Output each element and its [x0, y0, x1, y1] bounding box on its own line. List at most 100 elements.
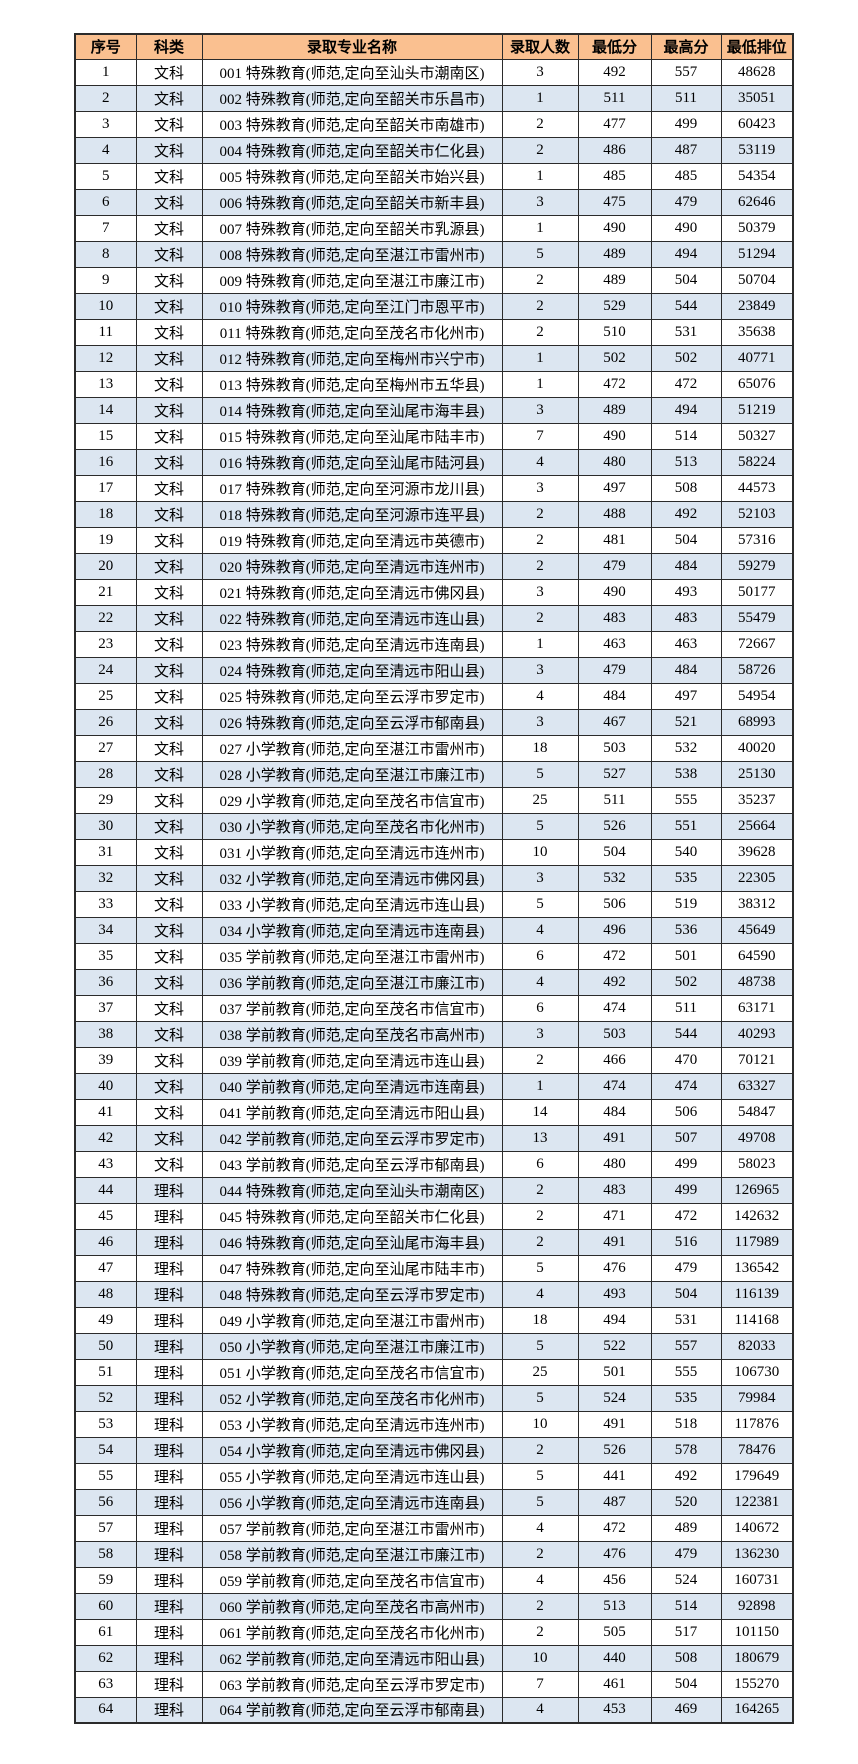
cell-max-score: 517 — [650, 1618, 722, 1646]
cell-major: 052 小学教育(师范,定向至茂名市化州市) — [201, 1384, 503, 1412]
table-row: 34 文科 034 小学教育(师范,定向至清远市连南县) 4 496 536 4… — [74, 916, 794, 944]
cell-min-rank: 180679 — [720, 1644, 794, 1672]
cell-min-score: 506 — [577, 890, 652, 918]
cell-min-score: 504 — [577, 838, 652, 866]
table-row: 40 文科 040 学前教育(师范,定向至清远市连南县) 1 474 474 6… — [74, 1072, 794, 1100]
cell-serial: 14 — [74, 396, 137, 424]
cell-min-score: 497 — [577, 474, 652, 502]
cell-serial: 2 — [74, 84, 137, 112]
cell-category: 文科 — [135, 630, 203, 658]
table-row: 10 文科 010 特殊教育(师范,定向至江门市恩平市) 2 529 544 2… — [74, 292, 794, 320]
cell-count: 4 — [501, 916, 579, 944]
cell-count: 5 — [501, 1254, 579, 1282]
cell-serial: 60 — [74, 1592, 137, 1620]
cell-max-score: 540 — [650, 838, 722, 866]
cell-serial: 45 — [74, 1202, 137, 1230]
cell-major: 017 特殊教育(师范,定向至河源市龙川县) — [201, 474, 503, 502]
cell-min-score: 490 — [577, 422, 652, 450]
cell-count: 3 — [501, 396, 579, 424]
cell-count: 2 — [501, 1176, 579, 1204]
table-row: 5 文科 005 特殊教育(师范,定向至韶关市始兴县) 1 485 485 54… — [74, 162, 794, 190]
cell-major: 022 特殊教育(师范,定向至清远市连山县) — [201, 604, 503, 632]
table-row: 31 文科 031 小学教育(师范,定向至清远市连州市) 10 504 540 … — [74, 838, 794, 866]
cell-serial: 46 — [74, 1228, 137, 1256]
table-row: 2 文科 002 特殊教育(师范,定向至韶关市乐昌市) 1 511 511 35… — [74, 84, 794, 112]
cell-max-score: 501 — [650, 942, 722, 970]
cell-serial: 18 — [74, 500, 137, 528]
cell-category: 文科 — [135, 1020, 203, 1048]
cell-count: 5 — [501, 1462, 579, 1490]
cell-major: 038 学前教育(师范,定向至茂名市高州市) — [201, 1020, 503, 1048]
cell-category: 文科 — [135, 994, 203, 1022]
cell-category: 理科 — [135, 1332, 203, 1360]
cell-major: 021 特殊教育(师范,定向至清远市佛冈县) — [201, 578, 503, 606]
table-body: 1 文科 001 特殊教育(师范,定向至汕头市潮南区) 3 492 557 48… — [74, 58, 794, 1724]
cell-min-score: 480 — [577, 448, 652, 476]
cell-max-score: 516 — [650, 1228, 722, 1256]
cell-major: 013 特殊教育(师范,定向至梅州市五华县) — [201, 370, 503, 398]
cell-min-score: 441 — [577, 1462, 652, 1490]
cell-serial: 3 — [74, 110, 137, 138]
cell-major: 001 特殊教育(师范,定向至汕头市潮南区) — [201, 58, 503, 86]
cell-max-score: 504 — [650, 526, 722, 554]
cell-min-score: 481 — [577, 526, 652, 554]
cell-min-rank: 54847 — [720, 1098, 794, 1126]
cell-min-rank: 35237 — [720, 786, 794, 814]
cell-major: 030 小学教育(师范,定向至茂名市化州市) — [201, 812, 503, 840]
cell-serial: 44 — [74, 1176, 137, 1204]
cell-min-score: 522 — [577, 1332, 652, 1360]
cell-max-score: 487 — [650, 136, 722, 164]
cell-count: 7 — [501, 422, 579, 450]
cell-max-score: 544 — [650, 1020, 722, 1048]
cell-count: 5 — [501, 240, 579, 268]
cell-min-rank: 40293 — [720, 1020, 794, 1048]
cell-serial: 41 — [74, 1098, 137, 1126]
cell-count: 5 — [501, 890, 579, 918]
cell-count: 3 — [501, 1020, 579, 1048]
cell-min-score: 489 — [577, 240, 652, 268]
cell-min-rank: 79984 — [720, 1384, 794, 1412]
cell-major: 036 学前教育(师范,定向至湛江市廉江市) — [201, 968, 503, 996]
cell-category: 文科 — [135, 396, 203, 424]
cell-min-score: 503 — [577, 1020, 652, 1048]
cell-serial: 54 — [74, 1436, 137, 1464]
cell-category: 文科 — [135, 188, 203, 216]
cell-major: 055 小学教育(师范,定向至清远市连山县) — [201, 1462, 503, 1490]
cell-major: 045 特殊教育(师范,定向至韶关市仁化县) — [201, 1202, 503, 1230]
cell-major: 020 特殊教育(师范,定向至清远市连州市) — [201, 552, 503, 580]
table-row: 39 文科 039 学前教育(师范,定向至清远市连山县) 2 466 470 7… — [74, 1046, 794, 1074]
cell-major: 009 特殊教育(师范,定向至湛江市廉江市) — [201, 266, 503, 294]
cell-min-rank: 70121 — [720, 1046, 794, 1074]
cell-min-score: 492 — [577, 58, 652, 86]
cell-min-score: 503 — [577, 734, 652, 762]
cell-count: 2 — [501, 1540, 579, 1568]
cell-serial: 8 — [74, 240, 137, 268]
cell-serial: 64 — [74, 1696, 137, 1724]
cell-serial: 55 — [74, 1462, 137, 1490]
cell-serial: 30 — [74, 812, 137, 840]
cell-count: 5 — [501, 812, 579, 840]
cell-category: 文科 — [135, 1072, 203, 1100]
cell-min-score: 479 — [577, 552, 652, 580]
cell-count: 2 — [501, 1592, 579, 1620]
cell-min-score: 511 — [577, 786, 652, 814]
cell-min-score: 467 — [577, 708, 652, 736]
cell-min-rank: 54954 — [720, 682, 794, 710]
cell-count: 25 — [501, 1358, 579, 1386]
cell-major: 044 特殊教育(师范,定向至汕头市潮南区) — [201, 1176, 503, 1204]
cell-min-rank: 78476 — [720, 1436, 794, 1464]
cell-max-score: 484 — [650, 656, 722, 684]
cell-max-score: 531 — [650, 1306, 722, 1334]
cell-count: 7 — [501, 1670, 579, 1698]
cell-major: 005 特殊教育(师范,定向至韶关市始兴县) — [201, 162, 503, 190]
cell-min-rank: 48738 — [720, 968, 794, 996]
table-row: 25 文科 025 特殊教育(师范,定向至云浮市罗定市) 4 484 497 5… — [74, 682, 794, 710]
table-row: 27 文科 027 小学教育(师范,定向至湛江市雷州市) 18 503 532 … — [74, 734, 794, 762]
cell-count: 4 — [501, 1280, 579, 1308]
cell-category: 文科 — [135, 864, 203, 892]
cell-min-rank: 23849 — [720, 292, 794, 320]
cell-max-score: 494 — [650, 396, 722, 424]
cell-count: 1 — [501, 214, 579, 242]
cell-min-rank: 136230 — [720, 1540, 794, 1568]
